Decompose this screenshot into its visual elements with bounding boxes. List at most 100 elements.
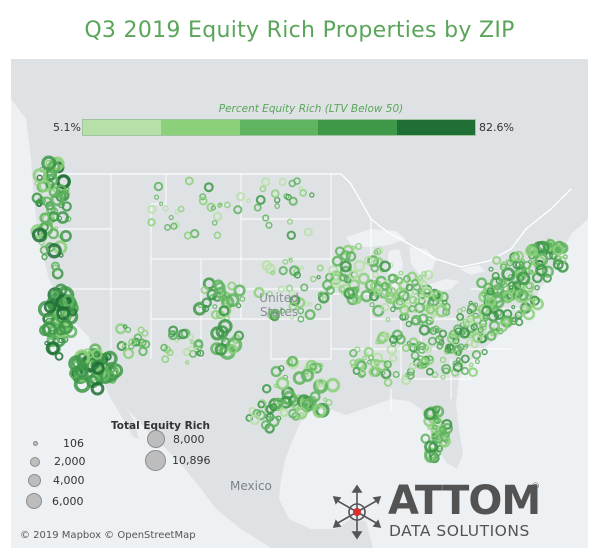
- zip-marker[interactable]: [302, 397, 317, 412]
- zip-marker[interactable]: [443, 431, 451, 438]
- zip-marker[interactable]: [421, 362, 427, 369]
- zip-marker[interactable]: [351, 245, 356, 250]
- zip-marker[interactable]: [374, 361, 380, 368]
- zip-marker[interactable]: [398, 270, 404, 276]
- zip-marker[interactable]: [277, 285, 286, 293]
- zip-marker[interactable]: [425, 305, 435, 315]
- zip-marker[interactable]: [50, 192, 65, 207]
- zip-marker[interactable]: [309, 192, 315, 198]
- zip-marker[interactable]: [363, 346, 374, 358]
- zip-marker[interactable]: [380, 281, 390, 291]
- zip-marker[interactable]: [45, 341, 60, 356]
- zip-marker[interactable]: [122, 347, 135, 360]
- zip-marker[interactable]: [413, 283, 421, 291]
- zip-marker[interactable]: [227, 281, 237, 291]
- zip-marker[interactable]: [424, 440, 438, 454]
- zip-marker[interactable]: [268, 415, 280, 428]
- zip-marker[interactable]: [266, 290, 273, 297]
- zip-marker[interactable]: [36, 174, 43, 181]
- zip-marker[interactable]: [316, 377, 326, 388]
- zip-marker[interactable]: [164, 223, 171, 231]
- zip-marker[interactable]: [488, 266, 494, 272]
- zip-marker[interactable]: [91, 361, 105, 375]
- zip-marker[interactable]: [304, 309, 316, 321]
- zip-marker[interactable]: [168, 214, 174, 221]
- zip-marker[interactable]: [422, 288, 432, 298]
- zip-marker[interactable]: [413, 346, 419, 352]
- zip-marker[interactable]: [468, 362, 474, 368]
- zip-marker[interactable]: [408, 362, 417, 371]
- zip-marker[interactable]: [68, 355, 85, 372]
- zip-marker[interactable]: [481, 348, 488, 356]
- zip-marker[interactable]: [373, 248, 382, 256]
- zip-marker[interactable]: [418, 342, 427, 351]
- zip-marker[interactable]: [350, 363, 356, 369]
- zip-marker[interactable]: [353, 259, 366, 272]
- zip-marker[interactable]: [405, 283, 414, 292]
- zip-marker[interactable]: [194, 338, 204, 348]
- zip-marker[interactable]: [359, 368, 366, 375]
- zip-marker[interactable]: [314, 403, 321, 411]
- zip-data-points[interactable]: [30, 155, 569, 464]
- zip-marker[interactable]: [472, 332, 483, 343]
- zip-marker[interactable]: [460, 366, 470, 376]
- zip-marker[interactable]: [349, 349, 358, 358]
- zip-marker[interactable]: [325, 399, 333, 406]
- zip-marker[interactable]: [227, 343, 238, 355]
- zip-marker[interactable]: [376, 334, 387, 345]
- zip-marker[interactable]: [360, 289, 373, 303]
- zip-marker[interactable]: [141, 329, 149, 337]
- zip-marker[interactable]: [259, 185, 267, 193]
- zip-marker[interactable]: [379, 260, 391, 273]
- zip-marker[interactable]: [524, 298, 536, 309]
- zip-marker[interactable]: [159, 201, 164, 206]
- zip-marker[interactable]: [316, 274, 321, 280]
- zip-marker[interactable]: [339, 260, 352, 273]
- zip-marker[interactable]: [288, 196, 298, 206]
- zip-marker[interactable]: [56, 325, 66, 336]
- zip-marker[interactable]: [122, 324, 128, 329]
- zip-marker[interactable]: [51, 290, 59, 299]
- zip-marker[interactable]: [32, 168, 47, 183]
- zip-marker[interactable]: [289, 314, 295, 320]
- zip-marker[interactable]: [432, 325, 440, 333]
- zip-marker[interactable]: [288, 179, 297, 188]
- zip-marker[interactable]: [450, 330, 455, 335]
- zip-marker[interactable]: [197, 301, 204, 308]
- zip-marker[interactable]: [506, 260, 513, 267]
- zip-marker[interactable]: [245, 414, 254, 422]
- zip-marker[interactable]: [389, 354, 398, 363]
- zip-marker[interactable]: [128, 343, 135, 350]
- zip-marker[interactable]: [253, 203, 262, 212]
- zip-marker[interactable]: [177, 335, 182, 340]
- zip-marker[interactable]: [438, 435, 451, 448]
- zip-marker[interactable]: [481, 305, 493, 317]
- zip-marker[interactable]: [493, 306, 498, 311]
- zip-marker[interactable]: [45, 317, 53, 326]
- zip-marker[interactable]: [295, 407, 308, 420]
- zip-marker[interactable]: [184, 176, 194, 186]
- zip-marker[interactable]: [501, 267, 516, 282]
- zip-marker[interactable]: [460, 354, 470, 364]
- zip-marker[interactable]: [435, 435, 444, 444]
- zip-marker[interactable]: [466, 308, 473, 315]
- zip-marker[interactable]: [417, 275, 423, 281]
- zip-marker[interactable]: [261, 383, 272, 394]
- zip-marker[interactable]: [147, 204, 157, 214]
- zip-marker[interactable]: [498, 278, 506, 287]
- zip-marker[interactable]: [413, 297, 420, 304]
- zip-marker[interactable]: [485, 296, 497, 308]
- zip-marker[interactable]: [279, 408, 289, 418]
- zip-marker[interactable]: [419, 357, 430, 369]
- zip-marker[interactable]: [436, 343, 443, 350]
- zip-marker[interactable]: [249, 414, 261, 426]
- zip-marker[interactable]: [421, 271, 427, 277]
- zip-marker[interactable]: [355, 242, 363, 250]
- zip-marker[interactable]: [456, 344, 461, 350]
- zip-marker[interactable]: [471, 350, 482, 360]
- zip-marker[interactable]: [388, 273, 399, 284]
- zip-marker[interactable]: [499, 263, 508, 271]
- zip-marker[interactable]: [420, 433, 431, 444]
- zip-marker[interactable]: [217, 319, 233, 334]
- zip-marker[interactable]: [308, 302, 313, 307]
